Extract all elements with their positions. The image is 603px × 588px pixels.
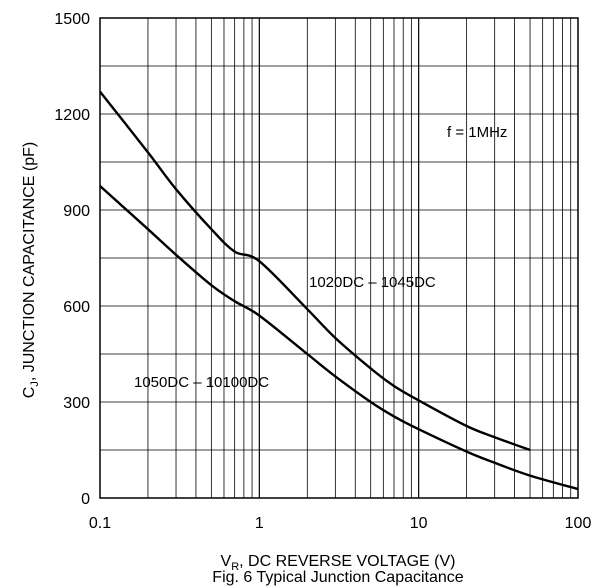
grid xyxy=(100,18,578,498)
y-tick-label: 1500 xyxy=(54,11,90,28)
x-tick-label: 1 xyxy=(255,515,264,532)
series-line-1020dc-1045dc xyxy=(100,92,530,450)
y-axis-title: CJ, JUNCTION CAPACITANCE (pF) xyxy=(21,142,41,398)
series-label-1050dc-10100dc: 1050DC – 10100DC xyxy=(134,374,269,391)
x-tick-label: 0.1 xyxy=(89,515,111,532)
y-tick-label: 900 xyxy=(63,203,90,220)
y-tick-label: 600 xyxy=(63,299,90,316)
x-tick-label: 100 xyxy=(565,515,592,532)
y-tick-label: 1200 xyxy=(54,107,90,124)
tick-labels: 0 300 600 900 1200 1500 0.1 1 10 100 xyxy=(54,11,591,532)
frequency-annotation: f = 1MHz xyxy=(447,124,507,141)
y-tick-label: 0 xyxy=(81,491,90,508)
series-label-1020dc-1045dc: 1020DC – 1045DC xyxy=(309,274,436,291)
figure-caption: Fig. 6 Typical Junction Capacitance xyxy=(212,569,464,586)
x-tick-label: 10 xyxy=(410,515,428,532)
series-line-1050dc-10100dc xyxy=(100,186,578,489)
y-tick-label: 300 xyxy=(63,395,90,412)
